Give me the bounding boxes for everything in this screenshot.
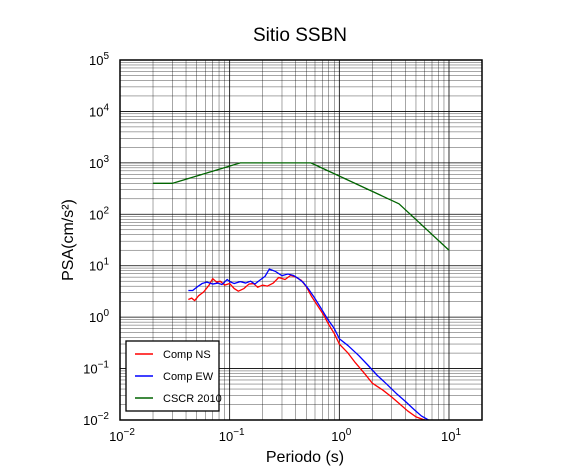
y-axis-ticks: 10−2 10−1 100 101 102 103 104 105 (83, 51, 109, 428)
legend-label: Comp NS (163, 349, 211, 361)
y-tick-label: 103 (89, 154, 109, 171)
x-tick-label: 10−2 (109, 427, 135, 444)
legend-label: Comp EW (163, 371, 214, 383)
x-tick-label: 100 (331, 427, 351, 444)
y-tick-label: 100 (89, 308, 109, 325)
y-tick-label: 101 (89, 257, 109, 274)
legend-label: CSCR 2010 (163, 393, 222, 405)
legend: Comp NS Comp EW CSCR 2010 (125, 340, 222, 412)
y-tick-label: 10−1 (83, 360, 109, 377)
minor-grid (120, 60, 483, 420)
y-tick-label: 104 (89, 102, 109, 119)
x-tick-label: 101 (441, 427, 461, 444)
x-tick-label: 10−1 (219, 427, 245, 444)
y-tick-label: 10−2 (83, 411, 109, 428)
y-axis-label: PSA(cm/s²) (60, 199, 77, 281)
x-axis-label: Periodo (s) (266, 449, 344, 466)
series-line-comp-ew (188, 268, 429, 421)
y-tick-label: 105 (89, 51, 109, 68)
y-tick-label: 102 (89, 205, 109, 222)
series-line-cscr-2010 (153, 162, 450, 251)
series-line-comp-ns (188, 274, 425, 421)
series-layer (153, 162, 450, 421)
x-axis-ticks: 10−2 10−1 100 101 (109, 427, 461, 444)
chart-title: Sitio SSBN (253, 25, 347, 46)
plot-frame (119, 59, 483, 421)
